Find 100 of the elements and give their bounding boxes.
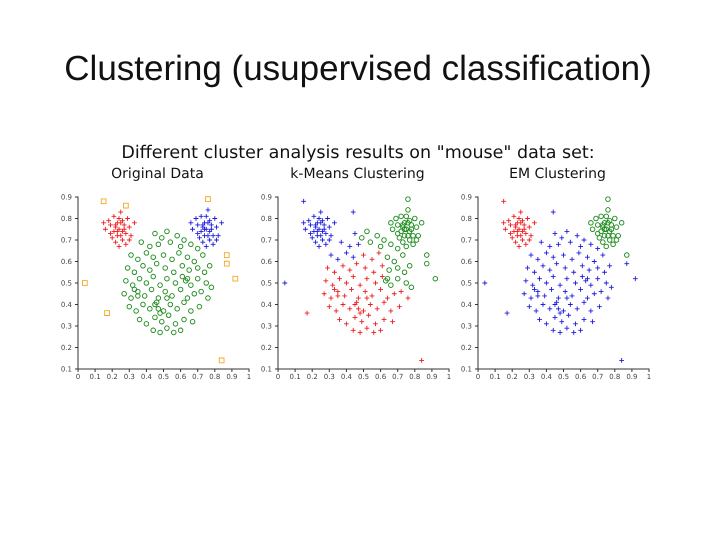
point [382,278,388,284]
point [588,220,594,226]
point [424,252,430,258]
point [608,222,614,228]
point [602,220,608,226]
text: Different cluster analysis results on "mouse" data set: [121,143,595,163]
text: Clustering (usupervised classification) [64,49,652,88]
point [524,216,530,222]
point [400,222,406,228]
point [123,241,129,248]
point [518,220,524,226]
point [388,220,394,226]
point [605,196,611,202]
point [346,244,353,250]
point [118,209,124,215]
point [323,241,329,248]
point [82,280,88,286]
point [614,224,620,230]
point [400,224,406,230]
point [123,202,129,208]
point [393,216,399,222]
point [432,276,438,282]
point [400,239,406,245]
point [405,220,411,226]
point [394,246,400,252]
point [502,226,508,232]
point [593,216,599,222]
point [514,232,520,239]
point [605,207,611,213]
point [405,196,411,202]
point [605,220,611,226]
point [615,232,621,238]
point [594,222,600,228]
point [318,209,324,215]
point [406,218,412,224]
point [344,250,350,256]
point [600,239,606,245]
point [224,260,230,266]
point [415,232,421,238]
point [610,242,616,248]
point [218,358,224,364]
point [328,252,334,258]
point [402,270,408,275]
point [394,265,400,271]
point [326,237,332,243]
point [388,242,394,248]
chart-title: EM Clustering [509,166,606,182]
point [132,220,138,226]
point [394,230,400,236]
point [624,252,630,258]
point [100,198,106,204]
point [602,232,608,238]
point [205,207,211,213]
point [388,282,394,288]
point [408,226,414,232]
point [302,226,308,232]
point [405,207,411,213]
point [500,198,506,204]
point [205,196,211,202]
point [598,214,604,220]
point [602,226,608,232]
point [598,228,604,234]
point [410,242,416,248]
point [408,222,414,228]
point [384,254,390,260]
point [500,220,506,226]
point [102,226,108,232]
point [381,237,387,243]
point [605,232,611,238]
point [384,276,390,282]
point [523,241,529,248]
point [104,310,110,316]
point [224,252,230,258]
point [335,256,341,262]
point [232,276,238,282]
point [405,232,411,238]
point [606,237,612,243]
point [394,276,400,282]
point [314,232,320,239]
point [368,239,374,245]
point [398,228,404,234]
point [612,216,618,222]
point [350,209,356,215]
point [188,220,194,226]
point [300,220,306,226]
point [193,216,199,222]
point [604,226,609,232]
point [203,226,210,232]
point [386,267,392,273]
point [100,220,106,226]
point [390,226,396,232]
point [114,232,120,239]
point [338,239,344,245]
point [594,230,600,236]
point [378,244,384,250]
point [364,228,370,234]
point [406,237,412,243]
point [606,218,612,224]
point [614,237,620,243]
point [282,280,288,286]
